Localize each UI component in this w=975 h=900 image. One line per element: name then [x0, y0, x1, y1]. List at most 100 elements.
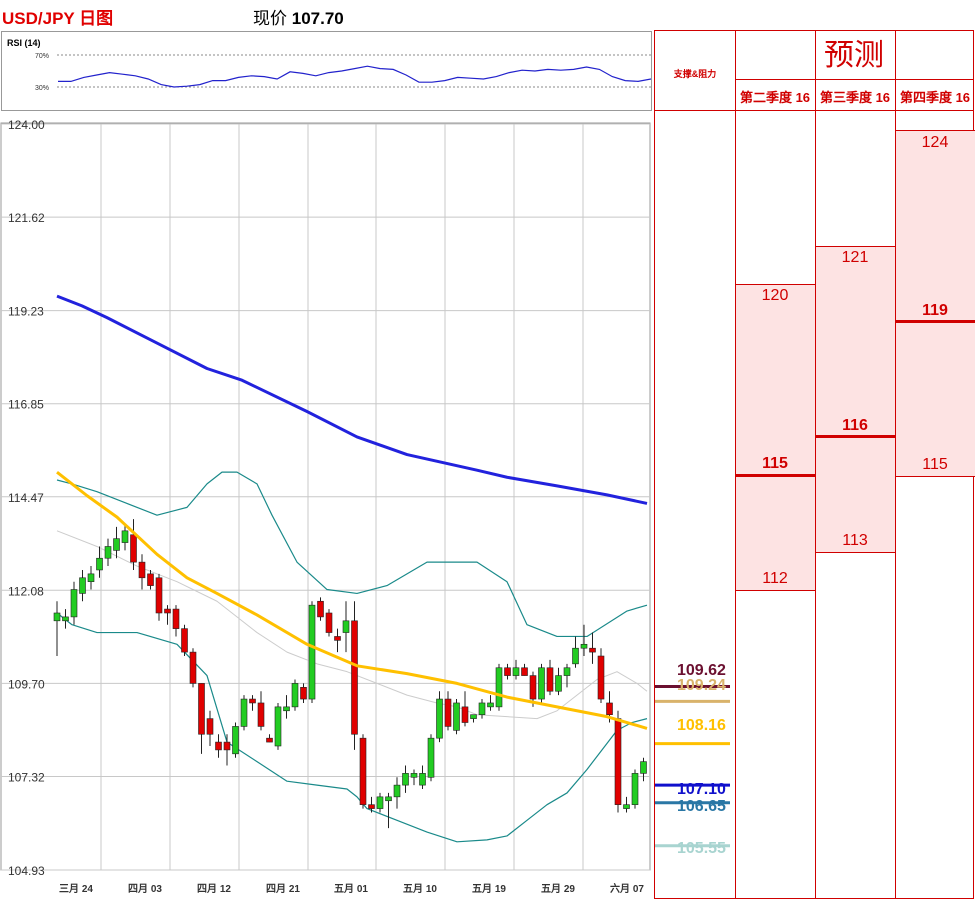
- candle: [521, 667, 528, 676]
- candle: [70, 589, 78, 618]
- level-label: 105.55: [677, 840, 726, 857]
- candle: [164, 608, 171, 614]
- candle: [62, 616, 69, 622]
- candle: [232, 726, 239, 755]
- rsi-chart: 70% 30%: [35, 53, 652, 92]
- candle: [300, 687, 307, 700]
- candle: [580, 643, 588, 649]
- candle: [410, 773, 418, 778]
- candle: [538, 667, 545, 700]
- bollinger-middle-line: [56, 530, 648, 720]
- q4-header: 第四季度 16: [899, 90, 971, 105]
- candle: [113, 538, 120, 551]
- candle: [419, 773, 426, 786]
- candle: [342, 620, 350, 633]
- candle: [334, 636, 341, 641]
- candle: [96, 557, 103, 571]
- candle: [606, 702, 613, 715]
- q4-range: [896, 130, 975, 477]
- bollinger-lower-band: [56, 612, 648, 843]
- candle: [385, 796, 392, 802]
- candle: [487, 702, 494, 708]
- x-tick-label: 四月 12: [197, 883, 231, 895]
- candle: [444, 698, 452, 727]
- candle: [79, 577, 86, 594]
- candle: [317, 600, 324, 618]
- support-resistance-header: 支撑&阻力: [673, 69, 717, 79]
- candle: [631, 773, 639, 805]
- candle: [436, 698, 443, 739]
- candle: [121, 530, 129, 543]
- level-label: 109.62: [677, 662, 726, 679]
- candle: [240, 698, 248, 727]
- level-label: 106.65: [677, 798, 726, 815]
- candle: [257, 702, 265, 727]
- bollinger-upper-band: [56, 471, 648, 638]
- candle: [546, 667, 554, 692]
- forecast-table: 预测 支撑&阻力 第二季度 16 第三季度 16 第四季度 16 120 115…: [654, 30, 975, 899]
- y-tick-label: 124.00: [8, 118, 45, 132]
- x-tick-label: 五月 19: [472, 883, 506, 895]
- candle: [376, 796, 384, 809]
- y-tick-label: 116.85: [8, 398, 44, 412]
- candle: [283, 706, 290, 712]
- q3-high: 121: [841, 249, 869, 266]
- q4-target: 119: [922, 302, 948, 319]
- x-tick-label: 四月 21: [266, 883, 300, 895]
- x-tick-label: 六月 07: [610, 882, 644, 895]
- candle: [87, 573, 95, 582]
- candle: [470, 714, 477, 719]
- q2-header: 第二季度 16: [739, 90, 811, 105]
- q2-high: 120: [761, 287, 789, 304]
- candle: [393, 784, 401, 798]
- y-tick-label: 121.62: [8, 211, 45, 225]
- x-tick-label: 三月 24: [59, 883, 93, 895]
- candle: [147, 573, 154, 586]
- q4-high: 124: [921, 134, 949, 151]
- q3-low: 113: [842, 532, 868, 549]
- moving-average-blue: [56, 294, 648, 505]
- y-tick-label: 104.93: [8, 864, 45, 878]
- y-tick-label: 109.70: [8, 677, 45, 691]
- q4-low: 115: [922, 456, 948, 473]
- candle: [206, 718, 214, 735]
- candle: [172, 608, 180, 629]
- candle: [266, 737, 273, 743]
- x-tick-label: 五月 10: [403, 883, 437, 895]
- q2-low: 112: [762, 570, 788, 587]
- current-price: 现价 107.70: [253, 4, 344, 29]
- price-chart: 124.00 121.62 119.23 116.85 114.47 112.08 109.…: [0, 118, 730, 895]
- rsi-lower-label: 30%: [35, 85, 49, 92]
- level-label: 108.16: [677, 717, 726, 734]
- q2-target: 115: [762, 455, 788, 472]
- candle: [359, 737, 367, 805]
- y-tick-label: 114.47: [8, 491, 44, 505]
- price-value: 107.70: [291, 9, 344, 28]
- candle: [351, 620, 358, 735]
- candle: [597, 655, 605, 700]
- candle: [308, 604, 316, 700]
- candle: [555, 675, 562, 692]
- candle: [402, 773, 409, 786]
- candle: [198, 683, 205, 735]
- candle: [589, 647, 596, 653]
- rsi-line: [58, 65, 652, 88]
- candle: [274, 706, 282, 747]
- candle: [461, 706, 469, 723]
- candle: [53, 612, 61, 622]
- candle: [427, 737, 435, 778]
- candle: [478, 702, 486, 715]
- rsi-title: RSI (14): [7, 38, 41, 48]
- candle: [512, 667, 520, 676]
- candle: [529, 675, 537, 700]
- x-tick-label: 四月 03: [128, 883, 162, 895]
- level-label: 107.10: [677, 781, 726, 798]
- candle: [155, 577, 163, 614]
- moving-average-yellow: [56, 470, 648, 730]
- y-tick-label: 119.23: [8, 305, 44, 319]
- candle: [640, 761, 647, 774]
- price-label: 现价: [253, 9, 287, 28]
- candle: [563, 667, 571, 676]
- candle: [504, 667, 511, 676]
- candle: [223, 741, 231, 751]
